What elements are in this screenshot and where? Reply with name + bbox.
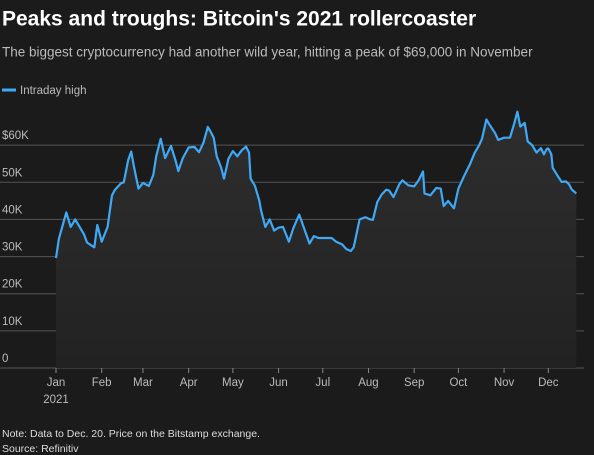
x-tick-label: Jun (269, 377, 288, 389)
year-label: 2021 (43, 394, 69, 406)
y-tick-label: 40K (2, 204, 23, 216)
legend-label: Intraday high (20, 85, 87, 97)
x-tick-label: Oct (449, 377, 468, 389)
x-tick-label: Apr (180, 377, 198, 389)
x-tick-label: Dec (538, 377, 559, 389)
y-tick-label: $60K (2, 130, 29, 142)
x-tick-label: Jul (315, 377, 330, 389)
y-tick-label: 10K (2, 316, 23, 328)
x-tick-label: May (222, 377, 244, 389)
source: Source: Refinitiv (2, 443, 79, 455)
y-tick-label: 20K (2, 279, 23, 291)
x-tick-label: Mar (133, 377, 153, 389)
chart-subtitle: The biggest cryptocurrency had another w… (2, 45, 533, 60)
x-tick-label: Sep (404, 377, 424, 389)
y-tick-label: 30K (2, 242, 23, 254)
y-tick-label: 0 (2, 353, 8, 365)
chart-title: Peaks and troughs: Bitcoin's 2021 roller… (2, 8, 476, 31)
line (54, 110, 578, 259)
x-tick-label: Feb (92, 377, 112, 389)
note: Note: Data to Dec. 20. Price on the Bits… (2, 428, 260, 440)
x-tick-label: Nov (494, 377, 515, 389)
y-tick-label: 50K (2, 167, 23, 179)
x-tick-label: Jan (47, 377, 66, 389)
x-tick-label: Aug (358, 377, 378, 389)
area (56, 111, 577, 368)
